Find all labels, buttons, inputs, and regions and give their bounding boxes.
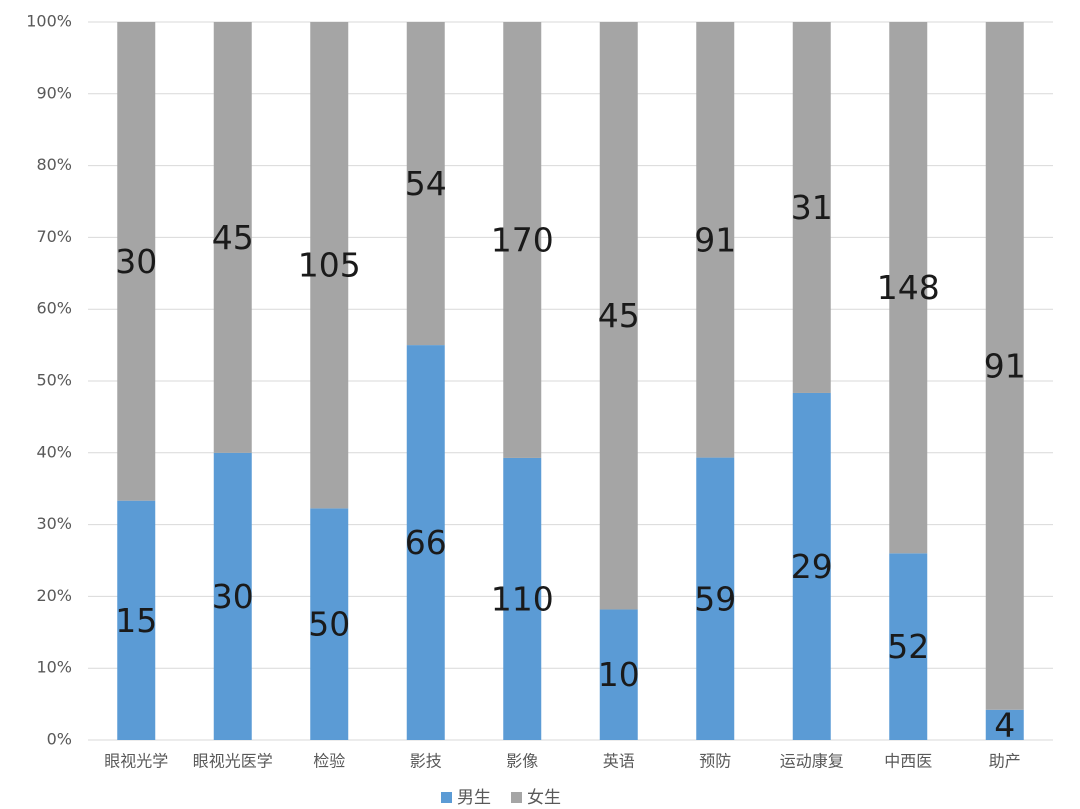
x-tick-label: 助产 [989,752,1021,771]
data-label: 54 [405,164,447,203]
bar-segment [792,392,831,740]
bar-segment [696,22,735,458]
data-label: 30 [115,242,157,281]
data-label: 105 [298,246,361,285]
x-tick-label: 英语 [603,752,635,771]
x-tick-label: 中西医 [884,752,932,771]
y-tick-label: 80% [36,155,72,174]
bar-segment [310,508,349,740]
legend-label: 男生 [457,788,491,808]
x-tick-label: 影像 [506,752,538,771]
data-label: 59 [694,579,736,618]
data-label: 30 [212,577,254,616]
data-label: 29 [791,547,833,586]
data-label: 4 [994,705,1015,744]
bar-segment [985,709,1024,740]
bar-segment [117,22,156,501]
data-label: 66 [405,523,447,562]
data-label: 110 [491,579,554,618]
bar-segment [117,500,156,740]
data-label: 50 [308,605,350,644]
data-label: 15 [115,601,157,640]
bar-segment [889,22,928,554]
data-label: 148 [877,268,940,307]
bar-segment [406,22,445,346]
bar-segment [503,22,542,458]
data-label: 45 [212,218,254,257]
bar-segment [985,22,1024,710]
y-tick-label: 20% [36,586,72,605]
bar-segment [599,22,638,610]
bar-segment [213,22,252,453]
data-label: 91 [984,346,1026,385]
data-label: 10 [598,655,640,694]
bar-segment [696,457,735,740]
y-tick-label: 0% [47,730,72,749]
x-tick-label: 检验 [313,752,345,771]
bar-segment [503,457,542,740]
y-tick-label: 50% [36,371,72,390]
legend-swatch [511,792,522,803]
bar-segment [406,345,445,740]
y-tick-label: 30% [36,514,72,533]
y-tick-label: 60% [36,299,72,318]
bar-segment [792,22,831,393]
x-tick-label: 眼视光学 [104,752,168,771]
x-tick-label: 运动康复 [780,752,844,771]
legend-label: 女生 [527,788,561,808]
bar-segment [310,22,349,509]
bar-segment [213,452,252,740]
y-tick-label: 100% [26,12,72,31]
data-label: 31 [791,188,833,227]
x-tick-label: 预防 [699,752,731,771]
x-tick-label: 眼视光医学 [193,752,273,771]
y-tick-label: 10% [36,658,72,677]
y-tick-label: 40% [36,442,72,461]
legend-swatch [441,792,452,803]
data-label: 45 [598,296,640,335]
bar-segment [599,609,638,740]
x-tick-label: 影技 [410,752,442,771]
data-label: 91 [694,220,736,259]
y-tick-label: 70% [36,227,72,246]
y-tick-label: 90% [36,83,72,102]
bar-segment [889,553,928,740]
data-label: 52 [887,627,929,666]
data-label: 170 [491,220,554,259]
